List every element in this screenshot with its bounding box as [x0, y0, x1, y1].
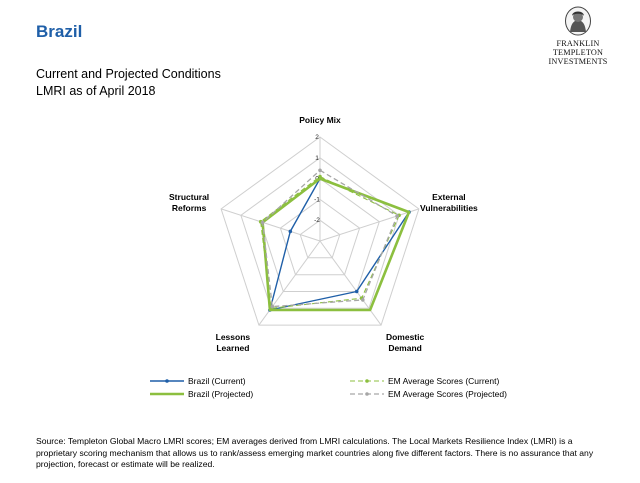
legend-marker — [165, 379, 169, 383]
series-line-3 — [261, 169, 398, 308]
data-point — [354, 289, 359, 294]
logo-line-1: FRANKLIN TEMPLETON — [552, 39, 604, 57]
legend-label: EM Average Scores (Projected) — [388, 389, 507, 399]
source-note: Source: Templeton Global Macro LMRI scor… — [36, 436, 594, 469]
grid-spoke — [220, 208, 321, 242]
axis-label: Reforms — [172, 203, 207, 213]
data-point — [260, 220, 265, 225]
grid-ring — [220, 136, 420, 326]
tick-label: 2 — [315, 134, 319, 141]
axis-label: Vulnerabilities — [420, 203, 478, 213]
page-title: Brazil — [36, 22, 83, 41]
subtitle-line-1: Current and Projected Conditions — [36, 67, 221, 81]
grid-ring — [279, 198, 361, 276]
subtitle-line-2: LMRI as of April 2018 — [36, 84, 156, 98]
series-line-1 — [261, 177, 411, 312]
data-point — [395, 214, 399, 218]
franklin-portrait-icon — [565, 6, 591, 36]
franklin-templeton-logo: FRANKLIN TEMPLETON INVESTMENTS — [536, 6, 620, 66]
grid-spoke — [319, 208, 420, 242]
data-point — [318, 168, 322, 173]
legend-label: Brazil (Current) — [188, 376, 246, 386]
legend-label: EM Average Scores (Current) — [388, 376, 499, 386]
axis-label: Demand — [388, 343, 422, 353]
axis-label: Learned — [216, 343, 249, 353]
logo-line-2: INVESTMENTS — [548, 57, 608, 66]
axis-label: External — [432, 192, 466, 202]
axis-label: Structural — [169, 192, 209, 202]
tick-label: -1 — [314, 196, 320, 203]
data-point — [288, 229, 293, 234]
axis-label: Policy Mix — [299, 115, 341, 125]
legend-marker — [365, 379, 369, 383]
data-point — [361, 298, 365, 302]
grid-spoke — [319, 240, 382, 326]
legend-marker — [365, 392, 369, 396]
chart-subtitle: Current and Projected Conditions LMRI as… — [36, 66, 221, 100]
axis-label: Domestic — [386, 332, 425, 342]
tick-label: 1 — [315, 155, 319, 162]
grid-ring — [240, 157, 400, 309]
grid-ring — [299, 219, 341, 259]
data-point — [270, 304, 275, 309]
axis-label: Lessons — [216, 332, 251, 342]
tick-label: -2 — [314, 217, 320, 224]
legend-label: Brazil (Projected) — [188, 389, 253, 399]
data-point — [318, 174, 322, 179]
